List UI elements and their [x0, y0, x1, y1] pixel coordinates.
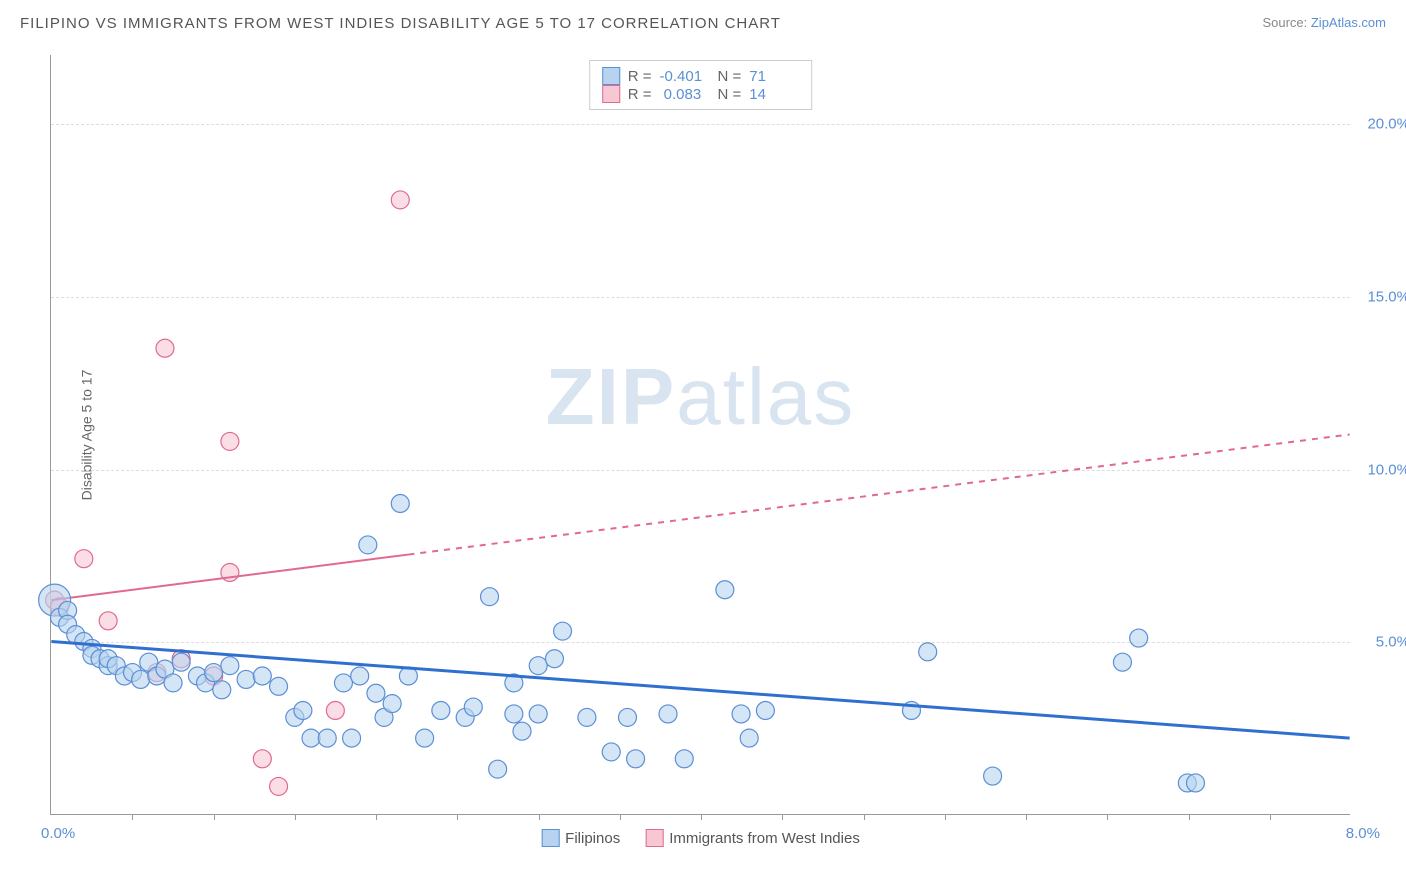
- y-tick-label: 20.0%: [1367, 116, 1406, 133]
- legend-item-west-indies: Immigrants from West Indies: [645, 829, 860, 847]
- data-point: [602, 743, 620, 761]
- data-point: [659, 705, 677, 723]
- swatch-filipinos: [602, 67, 620, 85]
- data-point: [1113, 653, 1131, 671]
- legend-row-west-indies: R = 0.083 N = 14: [602, 85, 800, 103]
- data-point: [221, 432, 239, 450]
- data-point: [529, 657, 547, 675]
- data-point: [627, 750, 645, 768]
- x-tick-mark: [376, 814, 377, 820]
- data-point: [578, 708, 596, 726]
- data-point: [529, 705, 547, 723]
- data-point: [1186, 774, 1204, 792]
- y-tick-label: 10.0%: [1367, 461, 1406, 478]
- data-point: [432, 702, 450, 720]
- data-point: [367, 684, 385, 702]
- swatch-west-indies-icon: [645, 829, 663, 847]
- data-point: [675, 750, 693, 768]
- chart-title: FILIPINO VS IMMIGRANTS FROM WEST INDIES …: [20, 15, 781, 32]
- data-point: [351, 667, 369, 685]
- data-point: [221, 657, 239, 675]
- data-point: [481, 588, 499, 606]
- data-point: [75, 550, 93, 568]
- source-link[interactable]: ZipAtlas.com: [1311, 15, 1386, 30]
- data-point: [99, 612, 117, 630]
- scatter-plot-svg: [51, 55, 1350, 814]
- data-point: [756, 702, 774, 720]
- x-tick-mark: [214, 814, 215, 820]
- x-tick-mark: [945, 814, 946, 820]
- data-point: [513, 722, 531, 740]
- data-point: [489, 760, 507, 778]
- data-point: [205, 664, 223, 682]
- data-point: [253, 667, 271, 685]
- data-point: [359, 536, 377, 554]
- x-tick-mark: [457, 814, 458, 820]
- swatch-filipinos-icon: [541, 829, 559, 847]
- data-point: [213, 681, 231, 699]
- x-tick-mark: [295, 814, 296, 820]
- data-point: [172, 653, 190, 671]
- x-tick-mark: [620, 814, 621, 820]
- data-point: [464, 698, 482, 716]
- legend-item-filipinos: Filipinos: [541, 829, 620, 847]
- x-tick-mark: [1107, 814, 1108, 820]
- x-axis-max-label: 8.0%: [1346, 825, 1380, 842]
- x-tick-mark: [864, 814, 865, 820]
- data-point: [554, 622, 572, 640]
- data-point: [416, 729, 434, 747]
- data-point: [302, 729, 320, 747]
- swatch-west-indies: [602, 85, 620, 103]
- data-point: [326, 702, 344, 720]
- data-point: [919, 643, 937, 661]
- data-point: [343, 729, 361, 747]
- data-point: [237, 670, 255, 688]
- x-tick-mark: [539, 814, 540, 820]
- trend-line-extrapolated: [408, 435, 1349, 555]
- data-point: [545, 650, 563, 668]
- chart-plot-area: Disability Age 5 to 17 ZIPatlas R = -0.4…: [50, 55, 1350, 815]
- data-point: [318, 729, 336, 747]
- data-point: [1130, 629, 1148, 647]
- y-tick-label: 15.0%: [1367, 288, 1406, 305]
- x-tick-mark: [1026, 814, 1027, 820]
- data-point: [253, 750, 271, 768]
- x-tick-mark: [782, 814, 783, 820]
- correlation-legend: R = -0.401 N = 71 R = 0.083 N = 14: [589, 60, 813, 110]
- x-tick-mark: [701, 814, 702, 820]
- data-point: [132, 670, 150, 688]
- x-axis-min-label: 0.0%: [41, 825, 75, 842]
- data-point: [156, 339, 174, 357]
- data-point: [334, 674, 352, 692]
- data-point: [740, 729, 758, 747]
- data-point: [383, 695, 401, 713]
- data-point: [391, 191, 409, 209]
- x-tick-mark: [1270, 814, 1271, 820]
- data-point: [984, 767, 1002, 785]
- data-point: [294, 702, 312, 720]
- trend-line: [51, 555, 408, 601]
- source-attribution: Source: ZipAtlas.com: [1262, 15, 1386, 30]
- data-point: [716, 581, 734, 599]
- data-point: [618, 708, 636, 726]
- data-point: [732, 705, 750, 723]
- legend-row-filipinos: R = -0.401 N = 71: [602, 67, 800, 85]
- y-tick-label: 5.0%: [1376, 634, 1406, 651]
- trend-line: [51, 642, 1349, 739]
- x-tick-mark: [1189, 814, 1190, 820]
- data-point: [505, 705, 523, 723]
- data-point: [391, 495, 409, 513]
- x-tick-mark: [132, 814, 133, 820]
- data-point: [270, 777, 288, 795]
- data-point: [270, 677, 288, 695]
- series-legend: Filipinos Immigrants from West Indies: [541, 829, 860, 847]
- data-point: [164, 674, 182, 692]
